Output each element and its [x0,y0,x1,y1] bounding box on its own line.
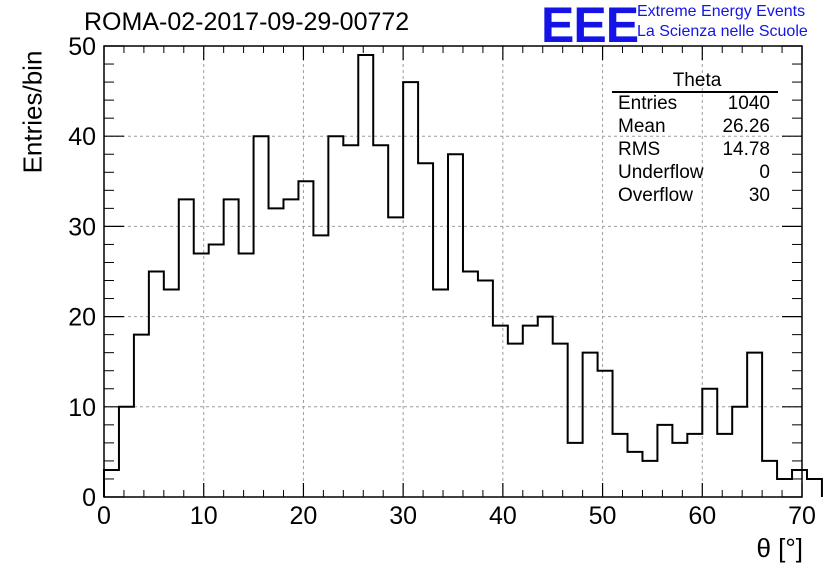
histogram-bin [224,199,239,497]
histogram-bin [164,290,179,497]
histogram-bin [672,443,687,497]
histogram-bin [104,470,119,497]
y-tick-label: 0 [82,484,96,512]
y-tick-labels: 0 10 20 30 40 50 [68,33,96,512]
histogram-bin [209,244,224,497]
logo-line-2: La Scienza nelle Scuole [637,23,808,40]
histogram-bin [792,470,807,497]
histogram-bin [313,235,328,497]
histogram-bin [657,425,672,497]
x-tick-label: 30 [389,502,417,530]
histogram-bin [463,272,478,498]
stats-label: Overflow [618,185,693,206]
histogram-bin [269,208,284,497]
histogram-bin [298,181,313,497]
stats-divider [612,91,778,93]
histogram-bin [717,434,732,497]
run-title: ROMA-02-2017-09-29-00772 [84,8,410,36]
histogram-bin [254,136,269,497]
histogram-bin [373,145,388,497]
x-tick-label: 50 [589,502,617,530]
x-tick-label: 0 [97,502,111,530]
histogram-bin [388,217,403,497]
grid-lines [104,46,802,497]
histogram-bin [628,452,643,497]
y-tick-label: 30 [68,213,96,241]
histogram-bin [493,326,508,497]
histogram-bin [613,434,628,497]
histogram-bin [239,253,254,497]
stats-row: RMS 14.78 [612,138,778,161]
stats-box: Theta Entries 1040 Mean 26.26 RMS 14.78 Und… [612,70,778,207]
stats-label: Mean [618,116,666,137]
stats-row: Entries 1040 [612,92,778,115]
stats-value: 30 [748,185,770,206]
histogram-bin [553,344,568,497]
histogram-bin [732,407,747,497]
histogram-bin [478,281,493,497]
histogram-bin [448,154,463,497]
histogram-bin [762,461,777,497]
x-tick-labels: 0 10 20 30 40 50 60 70 [97,502,816,530]
histogram-outline [103,54,823,497]
x-axis-label: θ [°] [756,533,803,563]
histogram-bin [283,199,298,497]
histogram-bin [508,344,523,497]
histogram-bin [747,353,762,497]
stats-label: Underflow [618,162,704,183]
histogram-bin [194,253,209,497]
y-tick-label: 10 [68,394,96,422]
stats-label: RMS [618,139,661,160]
y-tick-label: 50 [68,33,96,61]
eee-logo-mark: EEE [541,0,639,53]
histogram-bin [343,145,358,497]
plot-frame [103,45,803,498]
stats-row: Overflow 30 [612,184,778,207]
histogram-bin [179,199,194,497]
y-tick-label: 20 [68,304,96,332]
histogram-bin [149,272,164,498]
stats-row: Underflow 0 [612,161,778,184]
x-tick-label: 20 [290,502,318,530]
stats-value: 26.26 [722,116,770,137]
stats-label: Entries [618,93,678,114]
stats-value: 0 [759,162,770,183]
eee-logo-text: Extreme Energy Events La Scienza nelle S… [637,2,808,42]
histogram-bin [583,353,598,497]
histogram-bin [418,163,433,497]
stats-row: Mean 26.26 [612,115,778,138]
histogram-bin [807,479,822,497]
stats-value: 14.78 [722,139,770,160]
histogram-bin [538,317,553,497]
histogram-bin [433,290,448,497]
histogram-bin [134,335,149,497]
histogram-bin [702,389,717,497]
x-tick-label: 10 [190,502,218,530]
histogram-bin [687,434,702,497]
x-tick-label: 70 [788,502,816,530]
histogram-bin [642,461,657,497]
y-axis-label: Entries/bin [17,50,48,174]
x-tick-label: 60 [688,502,716,530]
stats-value: 1040 [727,93,770,114]
histogram-bin [598,371,613,497]
histogram-bin [403,82,418,497]
histogram-bin [358,55,373,497]
y-tick-label: 40 [68,123,96,151]
stats-title: Theta [672,70,722,91]
axis-ticks [103,45,803,498]
histogram-bin [328,136,343,497]
histogram-bin [119,407,134,497]
histogram-bin [777,479,792,497]
x-tick-label: 40 [489,502,517,530]
histogram-series [103,54,823,498]
histogram-bin [523,326,538,497]
logo-line-1: Extreme Energy Events [637,3,806,20]
histogram-bin [568,443,583,497]
